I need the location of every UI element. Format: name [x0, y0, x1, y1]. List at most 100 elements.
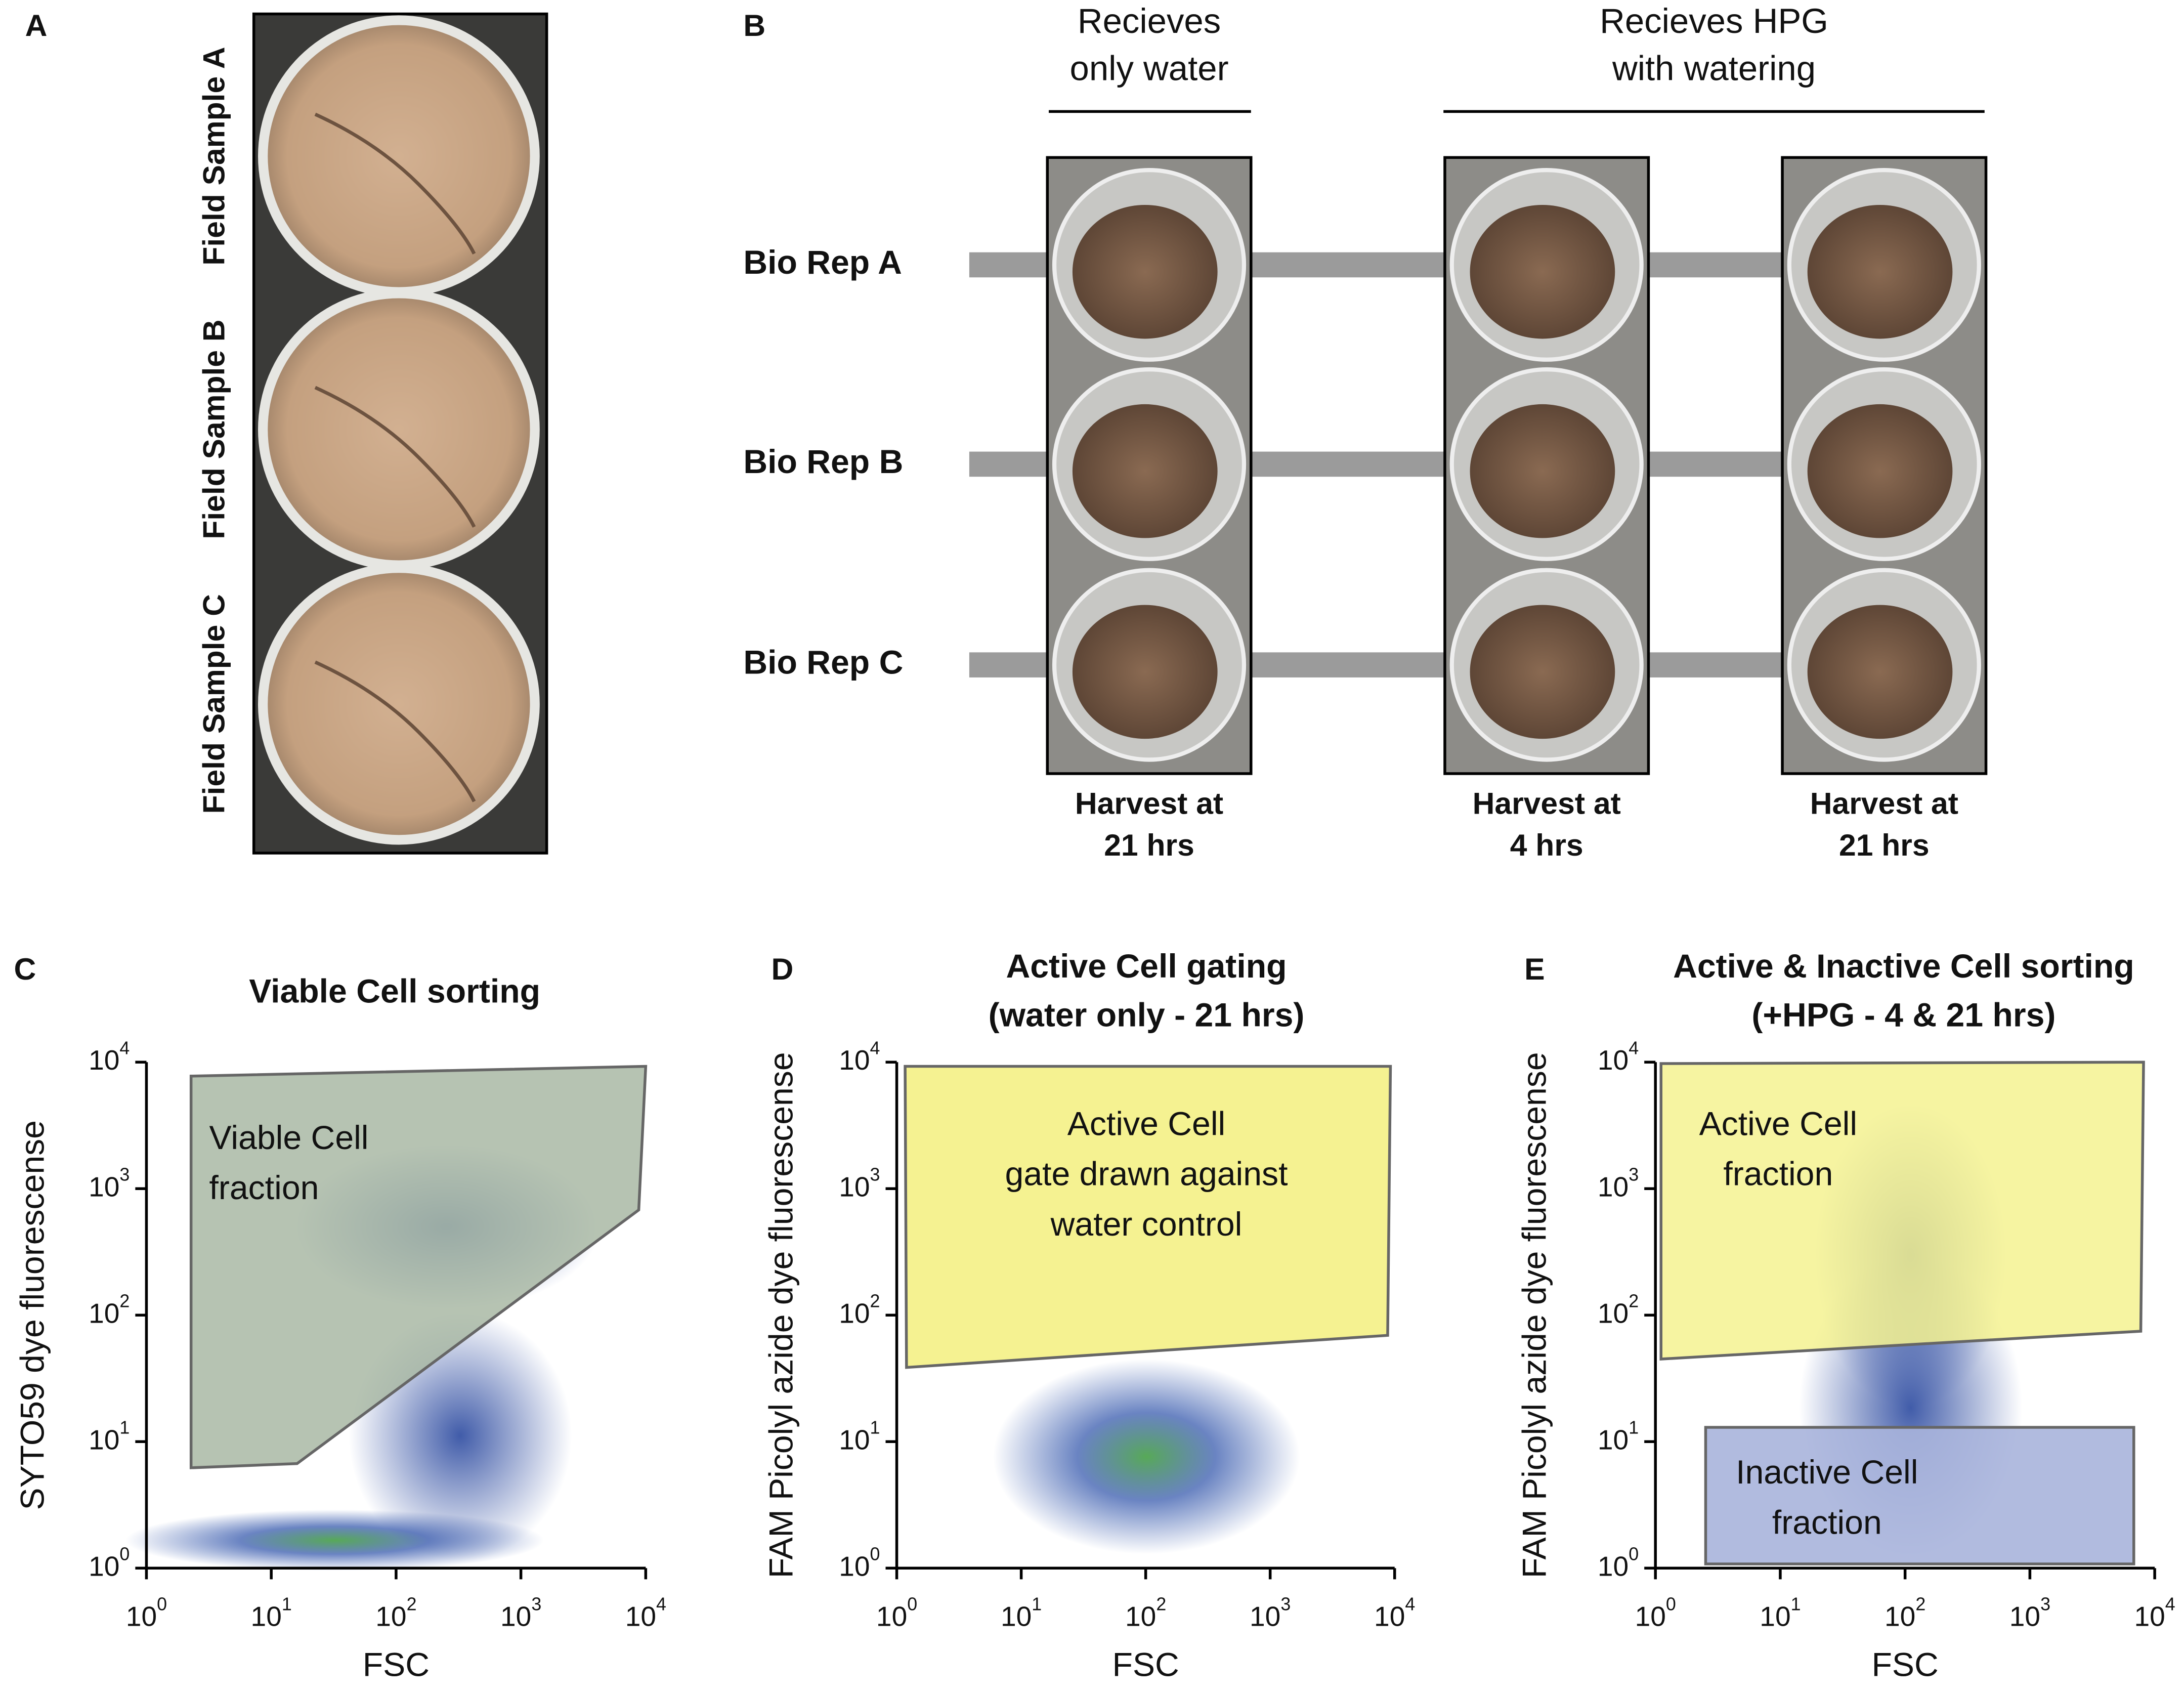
tick-base: 10	[1635, 1600, 1666, 1632]
gate-label: water control	[1050, 1206, 1243, 1243]
tick-label: 101	[251, 1594, 292, 1632]
soil	[1807, 204, 1953, 339]
tick-label: 101	[89, 1418, 130, 1455]
tick-base: 10	[1760, 1600, 1790, 1632]
tick-exponent: 4	[1405, 1594, 1415, 1615]
group-title: Recieves HPG	[1600, 2, 1828, 40]
sample-label: Field Sample A	[196, 47, 231, 266]
tick-label: 102	[375, 1594, 416, 1632]
gate-label: fraction	[1772, 1504, 1882, 1541]
tick-exponent: 4	[119, 1038, 130, 1058]
tick-base: 10	[839, 1171, 870, 1202]
tick-base: 10	[625, 1600, 656, 1632]
tick-base: 10	[1598, 1550, 1629, 1582]
tick-label: 103	[89, 1165, 130, 1202]
tick-exponent: 2	[1915, 1594, 1925, 1615]
tick-base: 10	[2009, 1600, 2040, 1632]
tick-base: 10	[1598, 1297, 1629, 1329]
tick-label: 102	[1598, 1291, 1639, 1329]
y-axis-label: FAM Picolyl azide dye fluorescense	[1516, 1052, 1553, 1578]
tick-base: 10	[1598, 1044, 1629, 1076]
soil	[268, 298, 530, 561]
tick-label: 103	[2009, 1594, 2050, 1632]
tick-exponent: 1	[282, 1594, 292, 1615]
tick-label: 101	[1001, 1594, 1042, 1632]
gate	[904, 1065, 1392, 1369]
tick-base: 10	[876, 1600, 907, 1632]
tick-label: 100	[839, 1544, 880, 1582]
tick-base: 10	[375, 1600, 406, 1632]
gate-label: gate drawn against	[1005, 1156, 1288, 1193]
tick-base: 10	[1374, 1600, 1405, 1632]
group-title: with watering	[1612, 49, 1816, 88]
sample-label: Field Sample B	[196, 319, 231, 539]
soil	[1470, 204, 1615, 339]
x-axis-label: FSC	[1112, 1646, 1179, 1683]
tick-base: 10	[126, 1600, 157, 1632]
harvest-label: Harvest at	[1473, 786, 1621, 820]
group-title: only water	[1070, 49, 1229, 88]
tick-exponent: 3	[2040, 1594, 2050, 1615]
tick-exponent: 2	[119, 1291, 130, 1311]
crack	[314, 660, 476, 802]
tick-label: 100	[1635, 1594, 1676, 1632]
plot-title: Active & Inactive Cell sorting	[1673, 948, 2134, 985]
tick-base: 10	[500, 1600, 531, 1632]
event-density	[993, 1359, 1300, 1554]
tick-base: 10	[839, 1297, 870, 1329]
crack	[314, 112, 476, 255]
plot-title: Viable Cell sorting	[249, 973, 540, 1010]
harvest-label: Harvest at	[1075, 786, 1223, 820]
tick-label: 102	[89, 1291, 130, 1329]
row-label: Bio Rep C	[743, 644, 903, 682]
tick-base: 10	[2134, 1600, 2165, 1632]
tick-exponent: 1	[1791, 1594, 1801, 1615]
y-axis-label: FAM Picolyl azide dye fluorescense	[763, 1052, 800, 1578]
tick-exponent: 1	[1629, 1418, 1639, 1438]
tick-exponent: 0	[157, 1594, 167, 1615]
tick-label: 101	[839, 1418, 880, 1455]
gate-label: Inactive Cell	[1736, 1454, 1918, 1491]
soil	[268, 573, 530, 835]
tick-label: 101	[1760, 1594, 1801, 1632]
tick-label: 100	[89, 1544, 130, 1582]
tick-label: 104	[839, 1038, 880, 1076]
gate-label: Active Cell	[1699, 1105, 1857, 1142]
tick-exponent: 3	[870, 1165, 880, 1185]
tick-label: 104	[2134, 1594, 2175, 1632]
tick-label: 104	[89, 1038, 130, 1076]
harvest-label: 21 hrs	[1839, 828, 1930, 862]
tick-exponent: 1	[870, 1418, 880, 1438]
tick-base: 10	[839, 1424, 870, 1455]
tick-label: 104	[625, 1594, 666, 1632]
tick-exponent: 4	[1629, 1038, 1639, 1058]
tick-exponent: 3	[1629, 1165, 1639, 1185]
tick-base: 10	[1885, 1600, 1915, 1632]
soil	[1470, 404, 1615, 538]
harvest-label: Harvest at	[1810, 786, 1958, 820]
soil	[1470, 605, 1615, 739]
tick-exponent: 4	[656, 1594, 666, 1615]
tick-exponent: 2	[870, 1291, 880, 1311]
tick-label: 100	[876, 1594, 917, 1632]
panel-label: D	[771, 952, 793, 986]
tick-exponent: 0	[870, 1544, 880, 1564]
tick-base: 10	[1598, 1171, 1629, 1202]
row-label: Bio Rep A	[743, 244, 902, 281]
plot-title: (+HPG - 4 & 21 hrs)	[1751, 997, 2055, 1034]
tick-label: 103	[839, 1165, 880, 1202]
gate	[1659, 1061, 2145, 1361]
soil	[1072, 404, 1218, 538]
tick-exponent: 2	[407, 1594, 417, 1615]
tick-label: 102	[1125, 1594, 1166, 1632]
gate-label: Viable Cell	[209, 1119, 369, 1157]
soil	[268, 25, 530, 287]
tick-base: 10	[251, 1600, 282, 1632]
tick-exponent: 2	[1629, 1291, 1639, 1311]
panel-label: E	[1524, 952, 1545, 986]
tick-label: 103	[500, 1594, 541, 1632]
tick-base: 10	[839, 1044, 870, 1076]
panel-label: A	[25, 8, 48, 43]
tick-exponent: 0	[119, 1544, 130, 1564]
